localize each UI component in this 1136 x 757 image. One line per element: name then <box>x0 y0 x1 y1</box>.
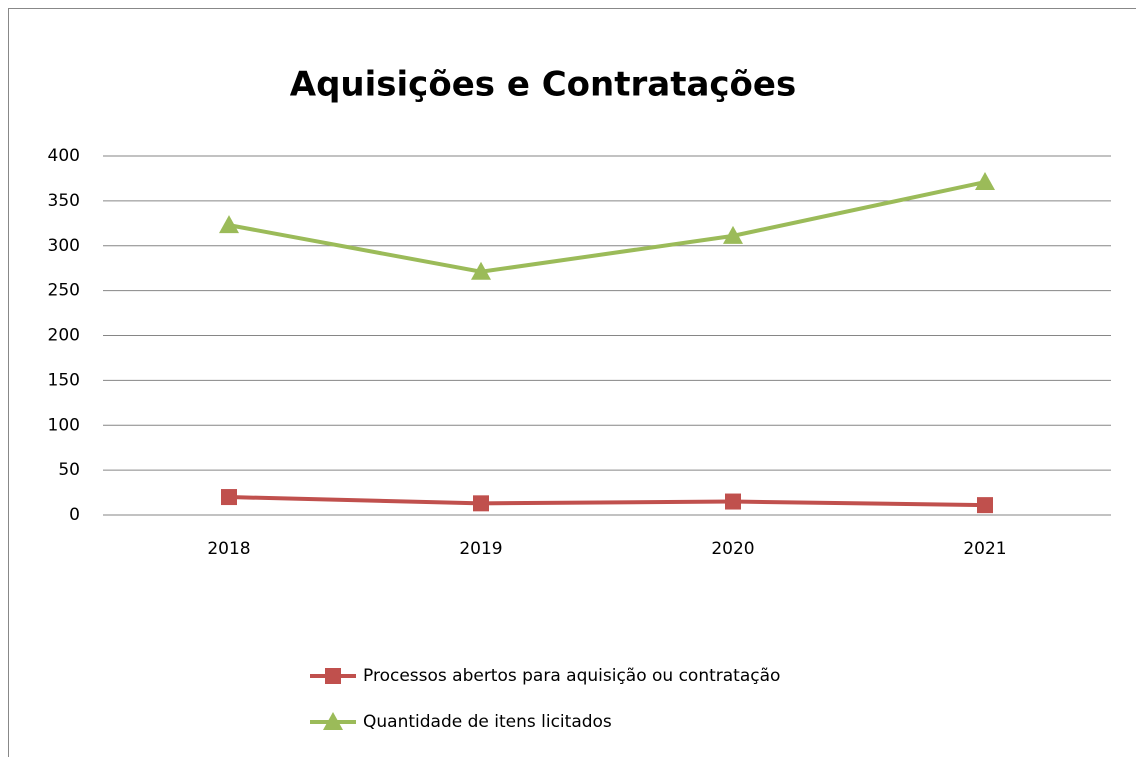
data-point <box>975 172 995 191</box>
data-point <box>221 489 237 506</box>
y-tick-label: 150 <box>48 370 80 390</box>
x-tick-label: 2019 <box>459 539 502 559</box>
chart-title: Aquisições e Contratações <box>290 65 796 105</box>
data-point <box>977 497 993 514</box>
y-tick-label: 250 <box>48 281 80 301</box>
legend-label: Quantidade de itens licitados <box>363 712 612 732</box>
data-point <box>725 493 741 510</box>
y-tick-label: 300 <box>48 236 80 256</box>
data-point <box>723 225 743 244</box>
y-tick-label: 200 <box>48 326 80 346</box>
y-tick-label: 100 <box>48 415 80 435</box>
series-line <box>228 495 986 508</box>
y-tick-label: 50 <box>58 460 80 480</box>
y-tick-label: 350 <box>48 191 80 211</box>
x-tick-label: 2021 <box>963 539 1006 559</box>
y-tick-label: 0 <box>69 505 80 525</box>
series-line <box>228 180 986 274</box>
y-tick-label: 400 <box>48 146 80 166</box>
legend-marker <box>323 712 343 730</box>
legend-marker <box>325 668 341 684</box>
data-point <box>219 215 239 234</box>
legend-label: Processos abertos para aquisição ou cont… <box>363 666 780 686</box>
x-tick-label: 2020 <box>711 539 754 559</box>
chart-frame <box>8 8 1136 757</box>
data-point <box>473 495 489 512</box>
x-tick-label: 2018 <box>207 539 250 559</box>
data-point <box>471 261 491 280</box>
